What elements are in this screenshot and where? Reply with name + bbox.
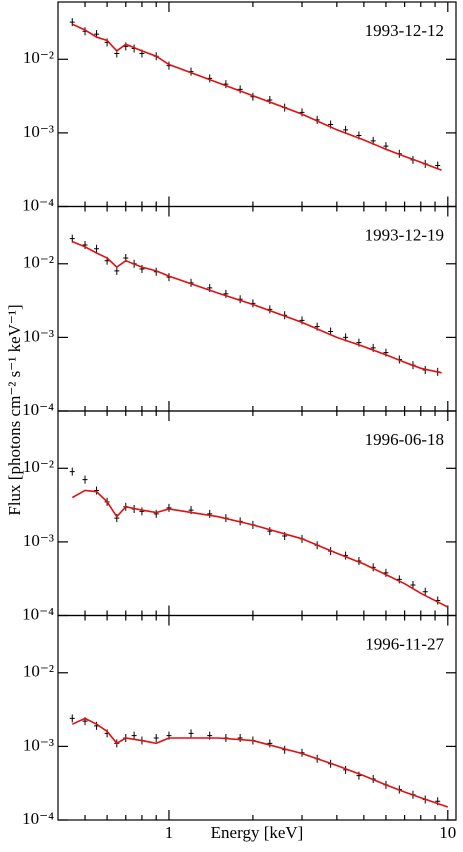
data-point [94, 486, 100, 495]
y-tick-label: 10⁻⁴ [22, 195, 54, 214]
y-tick-label: 10⁻³ [23, 531, 54, 550]
y-tick-label: 10⁻³ [23, 326, 54, 345]
y-tick-label: 10⁻² [23, 662, 54, 681]
data-point [188, 729, 194, 738]
data-point [69, 467, 75, 476]
data-point [69, 714, 75, 723]
y-axis-label: Flux [photons cm⁻² s⁻¹ keV⁻¹] [5, 304, 24, 515]
y-tick-label: 10⁻⁴ [22, 400, 54, 419]
data-point [267, 527, 273, 536]
data-point [267, 739, 273, 748]
panel-title: 1996-11-27 [365, 634, 444, 653]
data-point [207, 509, 213, 518]
x-axis-label: Energy [keV] [211, 823, 304, 842]
data-point [237, 85, 243, 94]
data-point [131, 731, 137, 740]
data-point [153, 509, 159, 518]
data-point [94, 244, 100, 253]
y-tick-label: 10⁻⁴ [22, 604, 54, 623]
model-line [71, 489, 449, 608]
y-tick-label: 10⁻² [23, 253, 54, 272]
x-tick-label: 1 [165, 823, 174, 842]
data-point [410, 580, 416, 589]
y-tick-label: 10⁻⁴ [22, 809, 54, 828]
panel-title: 1993-12-12 [365, 21, 444, 40]
y-tick-label: 10⁻³ [23, 735, 54, 754]
model-line [71, 240, 442, 374]
data-point [223, 80, 229, 89]
data-point [139, 507, 145, 516]
panel-title: 1996-06-18 [365, 430, 444, 449]
data-point [153, 734, 159, 743]
x-tick-label: 10 [439, 823, 456, 842]
data-point [223, 289, 229, 298]
data-point [299, 108, 305, 117]
panel-frame [57, 614, 457, 821]
data-point [237, 734, 243, 743]
data-point [114, 266, 120, 275]
model-line [71, 717, 449, 808]
y-tick-label: 10⁻² [23, 48, 54, 67]
data-point [422, 587, 428, 596]
y-tick-label: 10⁻² [23, 457, 54, 476]
y-tick-label: 10⁻³ [23, 122, 54, 141]
panel-title: 1993-12-19 [365, 225, 444, 244]
model-line [71, 23, 442, 172]
data-point [82, 475, 88, 484]
data-point [166, 503, 172, 512]
data-point [69, 234, 75, 243]
